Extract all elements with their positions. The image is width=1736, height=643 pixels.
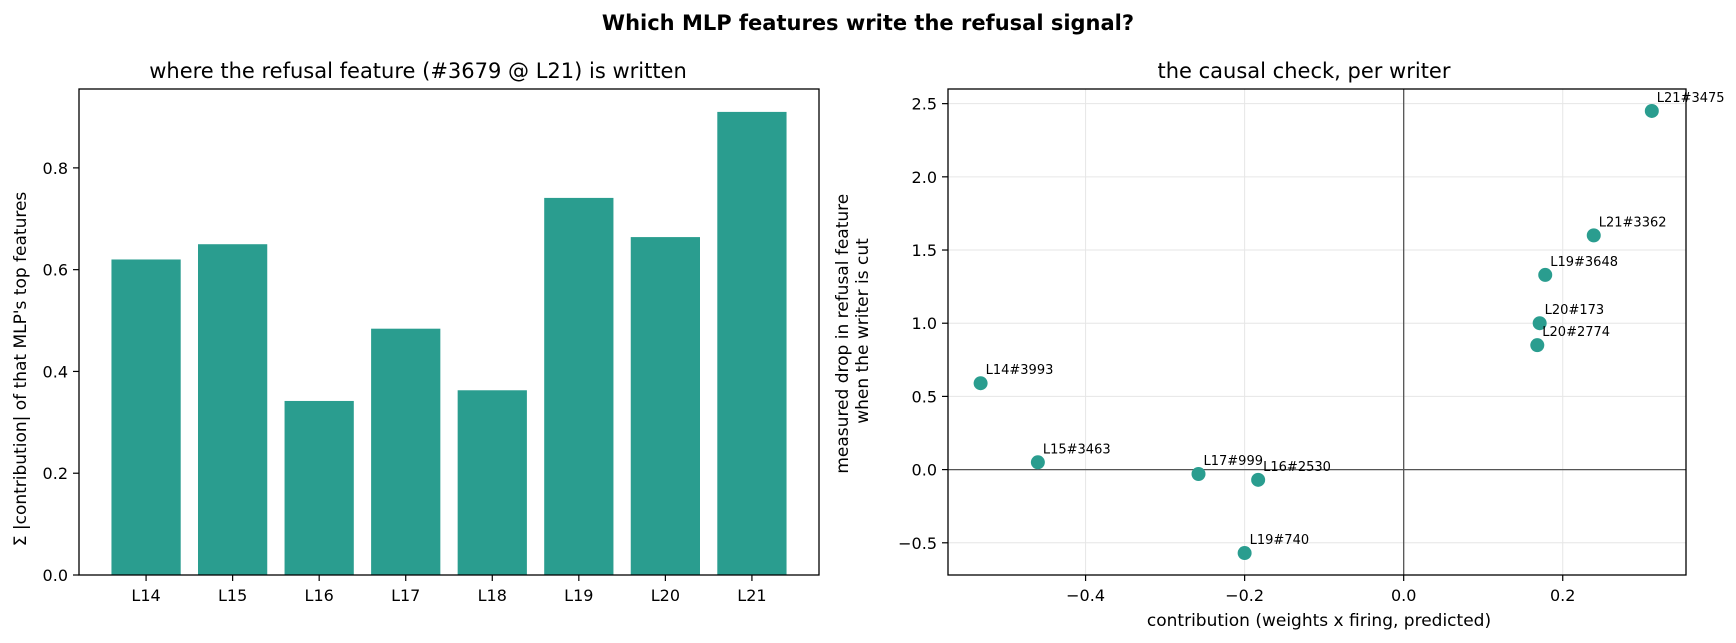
scatter-point-l17-999 (1191, 466, 1206, 481)
scatter-point-label-l19-740: L19#740 (1250, 533, 1310, 548)
scatter-point-label-l19-3648: L19#3648 (1550, 255, 1618, 270)
scatter-y-tick-label: 1.0 (912, 314, 937, 333)
scatter-point-l15-3463 (1030, 455, 1045, 470)
scatter-point-label-l15-3463: L15#3463 (1043, 442, 1111, 457)
bar-l16 (284, 400, 354, 575)
bar-y-tick-label: 0.6 (43, 261, 68, 280)
scatter-y-tick-label: 1.5 (912, 241, 937, 260)
scatter-point-l20-2774 (1530, 338, 1545, 353)
bar-x-tick-label: L17 (391, 586, 420, 605)
bar-x-tick-label: L21 (737, 586, 766, 605)
bar-l14 (111, 259, 181, 575)
bar-l17 (371, 328, 441, 575)
bar-l19 (544, 197, 614, 575)
scatter-point-l14-3993 (973, 376, 988, 391)
scatter-x-tick-label: −0.4 (1066, 586, 1105, 605)
scatter-point-l16-2530 (1251, 472, 1266, 487)
scatter-chart-grid (948, 89, 1686, 575)
scatter-x-tick-label: 0.2 (1550, 586, 1575, 605)
bar-l15 (198, 244, 268, 575)
scatter-chart-panel: the causal check, per writer measured dr… (833, 59, 1725, 631)
scatter-y-tick-label: −0.5 (898, 534, 937, 553)
bar-y-tick-label: 0.2 (43, 464, 68, 483)
bar-chart-y-axis-label: Σ |contribution| of that MLP's top featu… (11, 192, 31, 547)
bar-x-tick-label: L19 (564, 586, 593, 605)
scatter-point-label-l21-3475: L21#3475 (1657, 91, 1725, 106)
scatter-x-tick-label: −0.2 (1225, 586, 1264, 605)
scatter-x-tick-label: 0.0 (1391, 586, 1416, 605)
bar-y-tick-label: 0.4 (43, 362, 68, 381)
scatter-point-l21-3475 (1644, 103, 1659, 118)
scatter-chart-y-axis-label: measured drop in refusal feature when th… (833, 188, 873, 473)
bar-x-tick-label: L18 (478, 586, 507, 605)
scatter-chart-ticks: −0.4 −0.2 0.0 0.2 −0.5 0.0 0.5 1.0 1.5 2.0 2.5 (898, 95, 1575, 605)
scatter-y-tick-label: 0.0 (912, 461, 937, 480)
scatter-point-label-l20-173: L20#173 (1545, 303, 1605, 318)
bar-x-tick-label: L14 (131, 586, 160, 605)
scatter-point-l19-740 (1237, 546, 1252, 561)
scatter-point-label-l21-3362: L21#3362 (1599, 215, 1667, 230)
scatter-chart-y-axis-label-line-1: measured drop in refusal feature (833, 194, 853, 474)
scatter-point-l19-3648 (1538, 267, 1553, 282)
bar-chart-bars (111, 111, 787, 576)
scatter-chart-points: L21#3475 L21#3362 L19#3648 L20#173 L20#2774 L… (973, 91, 1725, 561)
scatter-point-label-l17-999: L17#999 (1204, 454, 1264, 469)
bar-chart-ticks: 0.0 0.2 0.4 0.6 0.8 L14 L15 L16 L17 L18 L19 L20 L21 (43, 159, 767, 605)
scatter-chart-x-axis-label: contribution (weights x firing, predicte… (1147, 611, 1491, 631)
figure-title: Which MLP features write the refusal sig… (602, 11, 1134, 35)
scatter-chart-title: the causal check, per writer (1157, 59, 1450, 83)
bar-x-tick-label: L16 (305, 586, 334, 605)
bar-chart-panel: where the refusal feature (#3679 @ L21) … (11, 59, 820, 605)
scatter-y-tick-label: 0.5 (912, 387, 937, 406)
scatter-chart-frame (947, 88, 1687, 576)
scatter-y-tick-label: 2.5 (912, 95, 937, 114)
scatter-point-l20-173 (1532, 316, 1547, 331)
bar-chart-title: where the refusal feature (#3679 @ L21) … (149, 59, 687, 83)
bar-l20 (630, 237, 700, 575)
bar-y-tick-label: 0.8 (43, 159, 68, 178)
scatter-chart-reference-lines (948, 89, 1686, 575)
bar-chart-frame (78, 88, 820, 576)
scatter-point-label-l16-2530: L16#2530 (1263, 460, 1331, 475)
bar-y-tick-label: 0.0 (43, 566, 68, 585)
scatter-y-tick-label: 2.0 (912, 168, 937, 187)
bar-x-tick-label: L15 (218, 586, 247, 605)
bar-x-tick-label: L20 (651, 586, 680, 605)
scatter-chart-y-axis-label-line-2: when the writer is cut (853, 238, 873, 424)
scatter-point-l21-3362 (1586, 228, 1601, 243)
bar-l21 (717, 111, 787, 576)
scatter-point-label-l14-3993: L14#3993 (986, 363, 1054, 378)
bar-l18 (457, 390, 527, 575)
scatter-point-label-l20-2774: L20#2774 (1542, 325, 1610, 340)
